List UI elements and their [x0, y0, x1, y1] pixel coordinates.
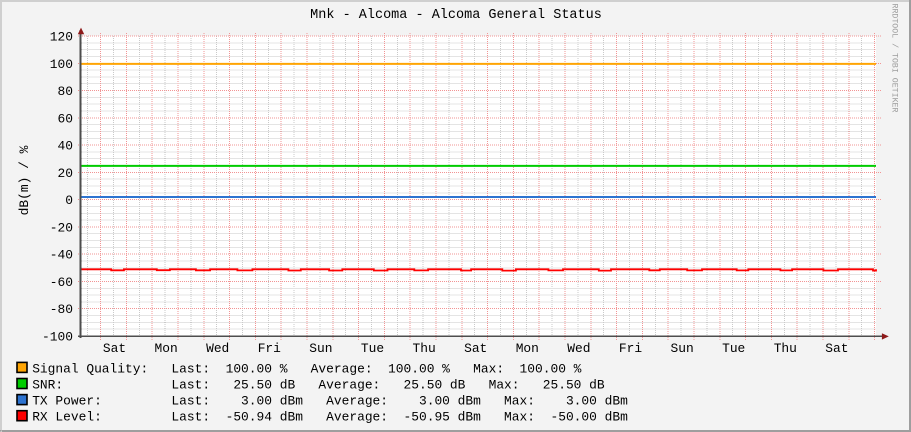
- svg-text:TX Power: Last: 3.0: TX Power: Last: 3.00 dBm Average: 3.00 d…: [32, 394, 628, 409]
- svg-text:Mon: Mon: [154, 341, 177, 356]
- svg-text:Signal Quality: Last: 100.0: Signal Quality: Last: 100.00 % Average: …: [32, 361, 581, 376]
- svg-text:Mon: Mon: [516, 341, 539, 356]
- svg-text:80: 80: [58, 84, 73, 99]
- svg-text:Thu: Thu: [774, 341, 797, 356]
- svg-text:-80: -80: [50, 302, 73, 317]
- svg-text:Fri: Fri: [258, 341, 281, 356]
- svg-text:RX Level: Last: -50.9: RX Level: Last: -50.94 dBm Average: -50.…: [32, 410, 628, 425]
- svg-text:SNR: Last: 25.5: SNR: Last: 25.50 dB Average: 25.50 dB Ma…: [32, 378, 605, 393]
- svg-text:Sun: Sun: [670, 341, 693, 356]
- svg-text:Fri: Fri: [619, 341, 642, 356]
- svg-text:-60: -60: [50, 275, 73, 290]
- svg-text:Sat: Sat: [464, 341, 487, 356]
- svg-text:120: 120: [50, 30, 73, 45]
- svg-text:Thu: Thu: [412, 341, 435, 356]
- svg-text:Sat: Sat: [825, 341, 848, 356]
- svg-text:100: 100: [50, 57, 73, 72]
- svg-text:Wed: Wed: [206, 341, 229, 356]
- svg-text:Tue: Tue: [361, 341, 384, 356]
- svg-text:-40: -40: [50, 248, 73, 263]
- svg-text:Tue: Tue: [722, 341, 745, 356]
- svg-text:RRDTOOL / TOBI OETIKER: RRDTOOL / TOBI OETIKER: [890, 4, 900, 113]
- svg-text:0: 0: [65, 193, 73, 208]
- svg-text:-20: -20: [50, 220, 73, 235]
- svg-text:-100: -100: [42, 330, 73, 345]
- svg-text:Sat: Sat: [103, 341, 126, 356]
- svg-text:40: 40: [58, 139, 73, 154]
- svg-text:Wed: Wed: [567, 341, 590, 356]
- svg-text:dB(m) / %: dB(m) / %: [17, 145, 32, 215]
- svg-text:20: 20: [58, 166, 73, 181]
- svg-text:Sun: Sun: [309, 341, 332, 356]
- svg-text:Mnk - Alcoma - Alcoma General: Mnk - Alcoma - Alcoma General Status: [310, 8, 602, 23]
- svg-text:60: 60: [58, 111, 73, 126]
